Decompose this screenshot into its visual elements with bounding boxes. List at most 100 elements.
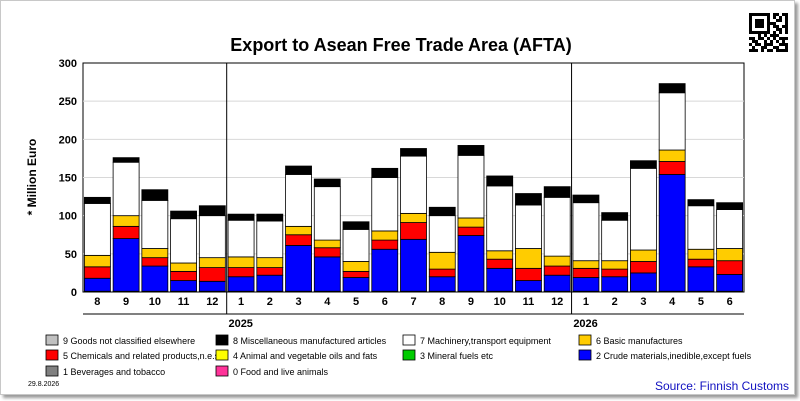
qr-module [767,31,770,34]
qr-module [755,43,758,46]
qr-module [749,28,752,31]
y-tick-label: 150 [59,173,77,185]
bar-segment [486,185,514,252]
qr-module [755,22,758,25]
x-tick-label: 8 [94,296,100,308]
qr-module [752,46,755,49]
bar-segment [716,202,744,210]
qr-module [761,31,764,34]
bar-segment [83,266,111,279]
qr-module [755,31,758,34]
y-tick-label: 0 [71,287,77,299]
bar-segment [457,235,485,292]
legend-swatch [45,349,59,361]
bar-segment [342,270,370,278]
qr-module [770,40,773,43]
bar-segment [428,215,456,253]
qr-module [767,16,770,19]
footer-date: 29.8.2026 [28,381,59,388]
bar-segment [457,145,485,156]
qr-module [785,43,788,46]
bar-segment [400,212,427,223]
bar-segment [457,226,485,236]
qr-module [779,28,782,31]
bar-segment [170,218,197,264]
bar-segment [572,202,600,262]
bar-segment [112,215,140,227]
legend-label: 8 Miscellaneous manufactured articles [233,336,387,346]
bar-segment [83,254,111,268]
qr-module [770,49,773,52]
bar-segment [630,160,657,169]
bar-segment [83,277,111,292]
qr-module [767,19,770,22]
qr-module [773,13,776,16]
qr-module [767,13,770,16]
bar-segment [313,186,341,241]
x-tick-label: 1 [583,296,589,308]
bar-segment [687,248,715,260]
bar-segment [83,196,111,204]
chart-title: Export to Asean Free Trade Area (AFTA) [230,35,571,55]
qr-module [782,25,785,28]
bar-segment [371,248,399,292]
x-tick-label: 11 [523,296,535,308]
qr-module [776,40,779,43]
qr-module [758,37,761,40]
bar-segment [515,204,542,249]
bar-segment [227,219,255,258]
legend-label: 1 Beverages and tobacco [63,367,165,377]
bar-segment [342,229,370,262]
qr-module [749,49,752,52]
qr-module [785,37,788,40]
bar-segment [543,274,571,292]
bar-segment [486,258,514,269]
qr-module [752,49,755,52]
qr-module [761,49,764,52]
bar-segment [198,267,226,282]
qr-module [782,37,785,40]
qr-module [785,13,788,16]
bar-segment [256,274,284,292]
qr-module [749,19,752,22]
qr-module [776,34,779,37]
y-tick-label: 300 [59,58,77,70]
qr-module [776,46,779,49]
qr-code-icon [749,13,788,52]
legend-label: 5 Chemicals and related products,n.e.s. [63,351,222,361]
bar-segment [227,213,255,221]
legend-label: 2 Crude materials,inedible,except fuels [596,351,752,361]
x-tick-label: 3 [640,296,646,308]
bar-segment [687,266,715,292]
qr-module [776,25,779,28]
qr-module [782,43,785,46]
bar-segment [400,155,427,214]
bar-segment [515,267,542,281]
bar-segment [285,174,312,227]
bar-segment [141,248,169,259]
bar-segment [601,276,629,292]
qr-module [761,19,764,22]
x-tick-label: 10 [494,296,506,308]
bar-segment [572,194,600,204]
bar-segment [428,276,456,292]
qr-module [761,46,764,49]
bar-segment [630,167,657,251]
bars [83,83,744,293]
qr-module [764,40,767,43]
bar-segment [141,189,169,201]
bar-segment [313,247,341,258]
x-tick-label: 5 [353,296,359,308]
legend-label: 0 Food and live animals [233,367,329,377]
qr-module [749,37,752,40]
x-tick-label: 3 [295,296,301,308]
qr-module [758,22,761,25]
bar-segment [400,222,427,240]
qr-module [782,13,785,16]
qr-module [773,46,776,49]
qr-module [761,22,764,25]
bar-segment [112,161,140,217]
qr-module [767,49,770,52]
legend-swatch [578,349,592,361]
legend-swatch [45,365,59,377]
